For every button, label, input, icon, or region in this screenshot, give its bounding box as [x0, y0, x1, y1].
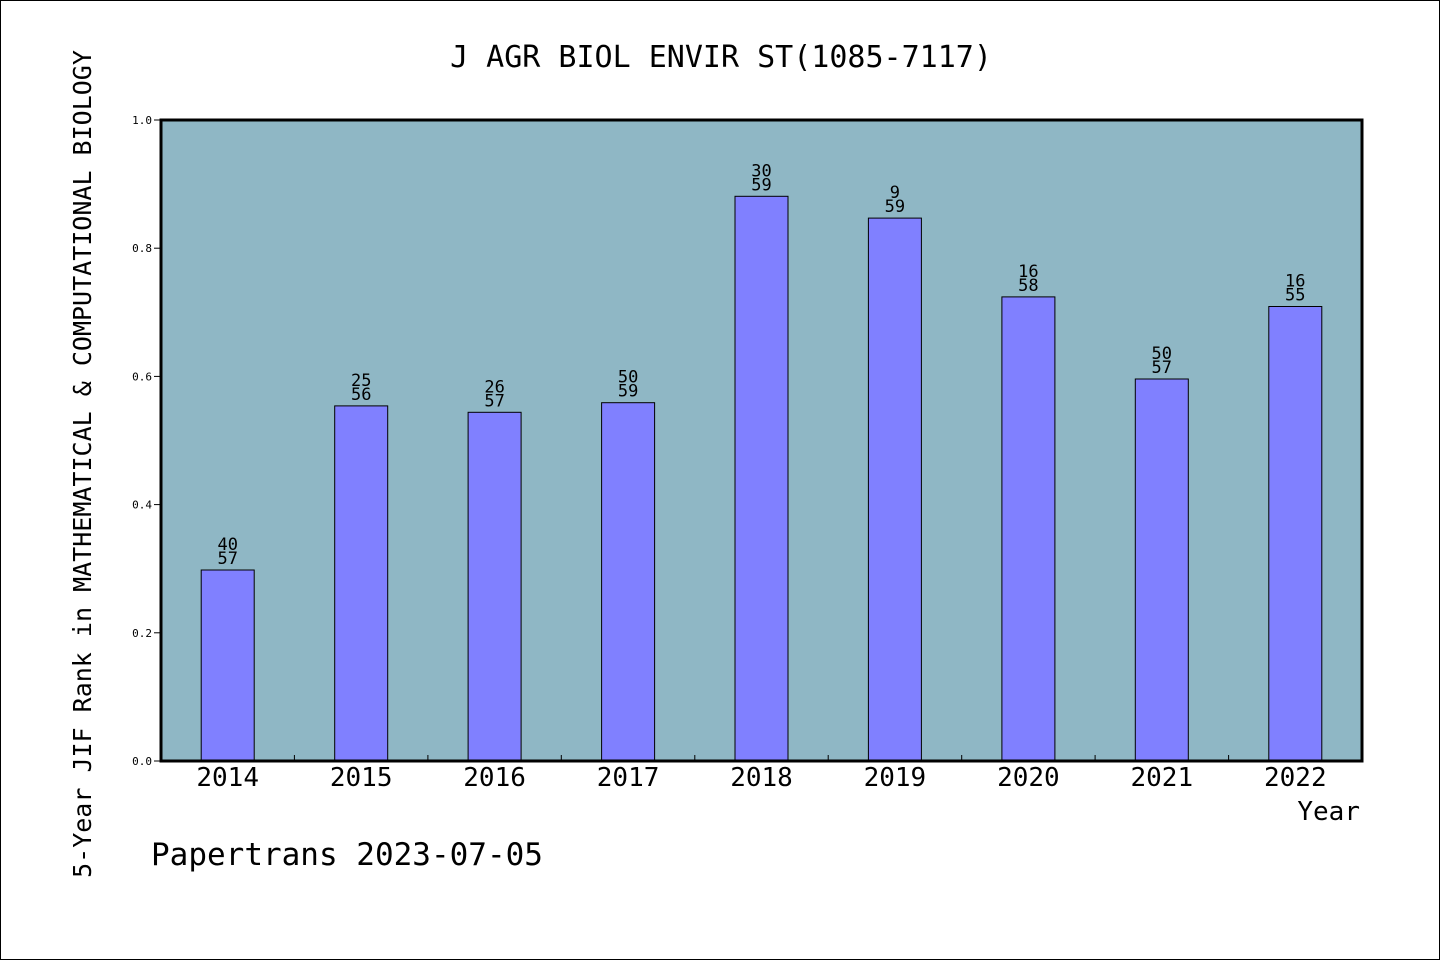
rank-label-2016: 26 [484, 377, 504, 397]
rank-label-2015: 25 [351, 371, 371, 391]
x-axis-title: Year [1297, 797, 1360, 827]
rank-label-2022: 16 [1285, 272, 1305, 292]
x-tick-label-2020: 2020 [997, 763, 1060, 793]
rank-label-2017: 50 [618, 368, 638, 388]
y-tick-label-4: 0.8 [132, 242, 152, 255]
total-label-2019: 59 [885, 197, 905, 217]
x-tick-label-2017: 2017 [597, 763, 660, 793]
y-axis: 0.0 0.2 0.4 0.6 0.8 1.0 [132, 114, 161, 768]
total-label-2016: 57 [484, 391, 504, 411]
y-tick-label-3: 0.6 [132, 370, 152, 383]
y-tick-label-2: 0.4 [132, 499, 152, 512]
rank-label-2014: 40 [217, 535, 237, 555]
bars-layer [200, 195, 1323, 762]
total-label-2020: 58 [1018, 276, 1038, 296]
x-tick-label-2014: 2014 [196, 763, 259, 793]
bar-2018 [734, 195, 789, 762]
total-label-2018: 59 [751, 175, 771, 195]
bar-2022 [1268, 306, 1323, 762]
x-tick-label-2018: 2018 [730, 763, 793, 793]
x-axis: 2014 2015 2016 2017 2018 2019 2020 2021 2022 [196, 755, 1327, 793]
chart-title: J AGR BIOL ENVIR ST(1085-7117) [450, 40, 992, 75]
rank-label-2021: 50 [1152, 344, 1172, 364]
y-axis-title: 5-Year JIF Rank in MATHEMATICAL & COMPUT… [68, 50, 97, 878]
total-label-2022: 55 [1285, 286, 1305, 306]
bar-2015 [334, 405, 389, 762]
x-tick-label-2016: 2016 [463, 763, 526, 793]
total-label-2015: 56 [351, 385, 371, 405]
x-tick-label-2022: 2022 [1264, 763, 1327, 793]
x-tick-label-2015: 2015 [330, 763, 393, 793]
y-tick-label-5: 1.0 [132, 114, 152, 127]
total-label-2017: 59 [618, 382, 638, 402]
rank-label-2020: 16 [1018, 262, 1038, 282]
bar-2021 [1134, 378, 1189, 762]
x-tick-label-2019: 2019 [864, 763, 927, 793]
total-label-2014: 57 [217, 549, 237, 569]
bar-2017 [601, 402, 656, 762]
bar-2019 [867, 217, 922, 762]
rank-label-2018: 30 [751, 161, 771, 181]
y-tick-label-1: 0.2 [132, 627, 152, 640]
bar-2016 [467, 411, 522, 762]
y-tick-label-0: 0.0 [132, 755, 152, 768]
x-tick-label-2021: 2021 [1130, 763, 1193, 793]
bar-2020 [1001, 296, 1056, 762]
bar-2014 [200, 569, 255, 762]
footer-credit: Papertrans 2023-07-05 [151, 837, 543, 873]
rank-label-2019: 9 [890, 183, 900, 203]
plot-border [159, 118, 1364, 763]
total-label-2021: 57 [1152, 358, 1172, 378]
